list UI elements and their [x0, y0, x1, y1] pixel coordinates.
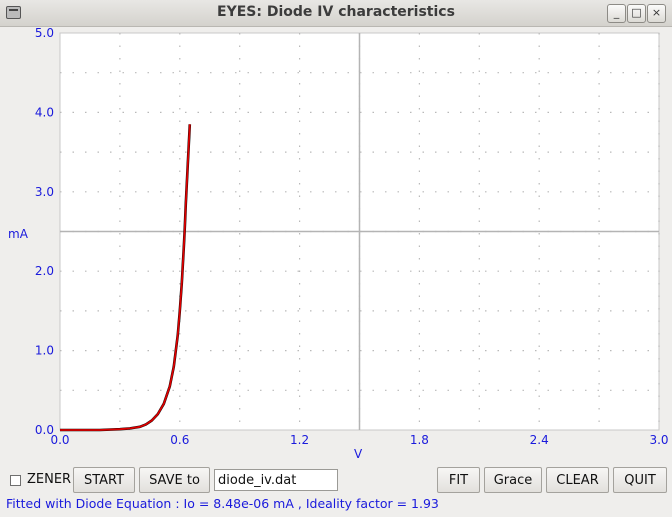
iv-chart: 0.0 1.0 2.0 3.0 4.0 5.0 0.0 0.6 1.2 1.8 2.4 3.0 mA…: [8, 26, 669, 461]
control-bar: ZENER START SAVE to FIT Grace CLEAR QUIT: [0, 466, 672, 494]
y-tick-labels: 0.0 1.0 2.0 3.0 4.0 5.0: [35, 26, 54, 437]
x-tick-label: 0.0: [50, 433, 69, 447]
x-tick-label: 1.2: [290, 433, 309, 447]
window-title: EYES: Diode IV characteristics: [217, 4, 455, 20]
fit-button[interactable]: FIT: [437, 467, 480, 493]
y-tick-label: 2.0: [35, 264, 54, 278]
filename-input[interactable]: [214, 469, 338, 491]
y-axis-label: mA: [8, 227, 29, 241]
x-tick-label: 1.8: [410, 433, 429, 447]
y-tick-label: 3.0: [35, 185, 54, 199]
status-message: Fitted with Diode Equation : Io = 8.48e-…: [6, 496, 439, 511]
maximize-button[interactable]: □: [627, 4, 646, 23]
window-menu-icon[interactable]: [6, 6, 21, 19]
save-button[interactable]: SAVE to: [139, 467, 210, 493]
minimize-button[interactable]: _: [607, 4, 626, 23]
y-tick-label: 1.0: [35, 344, 54, 358]
quit-button[interactable]: QUIT: [613, 467, 667, 493]
x-tick-label: 2.4: [530, 433, 549, 447]
series-line-fit: [60, 124, 191, 431]
zener-label: ZENER: [27, 472, 72, 487]
plot-area: 0.0 1.0 2.0 3.0 4.0 5.0 0.0 0.6 1.2 1.8 2.4 3.0 mA…: [0, 26, 672, 464]
y-tick-label: 5.0: [35, 27, 54, 40]
clear-button[interactable]: CLEAR: [546, 467, 609, 493]
zener-checkbox[interactable]: [10, 475, 21, 486]
close-button[interactable]: ×: [647, 4, 666, 23]
x-axis-label: V: [354, 447, 363, 461]
x-tick-label: 3.0: [649, 433, 668, 447]
start-button[interactable]: START: [73, 467, 135, 493]
x-tick-label: 0.6: [170, 433, 189, 447]
title-bar[interactable]: EYES: Diode IV characteristics _ □ ×: [0, 0, 672, 27]
y-tick-label: 0.0: [35, 423, 54, 437]
crosshair: [60, 33, 659, 430]
y-tick-label: 4.0: [35, 105, 54, 119]
x-tick-labels: 0.0 0.6 1.2 1.8 2.4 3.0: [50, 433, 668, 447]
grace-button[interactable]: Grace: [484, 467, 542, 493]
series-group: [60, 124, 192, 432]
